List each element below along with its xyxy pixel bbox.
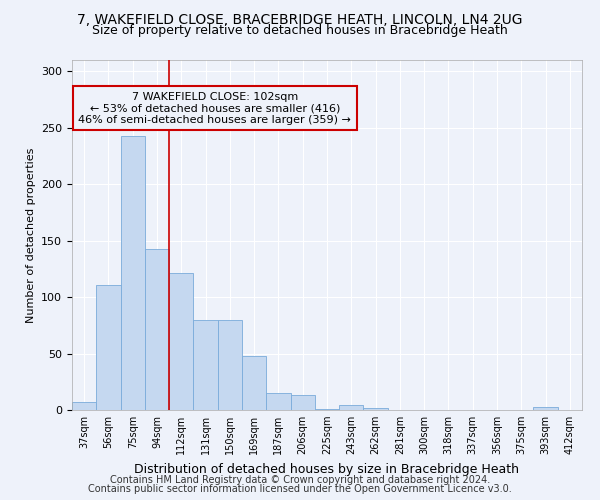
Text: 7 WAKEFIELD CLOSE: 102sqm
← 53% of detached houses are smaller (416)
46% of semi: 7 WAKEFIELD CLOSE: 102sqm ← 53% of detac…	[79, 92, 351, 124]
Bar	[290, 396, 315, 410]
X-axis label: Distribution of detached houses by size in Bracebridge Heath: Distribution of detached houses by size …	[134, 462, 520, 475]
Bar	[266, 393, 290, 410]
Bar	[169, 274, 193, 410]
Text: 7, WAKEFIELD CLOSE, BRACEBRIDGE HEATH, LINCOLN, LN4 2UG: 7, WAKEFIELD CLOSE, BRACEBRIDGE HEATH, L…	[77, 12, 523, 26]
Bar	[218, 320, 242, 410]
Bar	[339, 406, 364, 410]
Bar	[193, 320, 218, 410]
Text: Contains HM Land Registry data © Crown copyright and database right 2024.: Contains HM Land Registry data © Crown c…	[110, 475, 490, 485]
Bar	[121, 136, 145, 410]
Bar	[145, 248, 169, 410]
Bar	[315, 409, 339, 410]
Y-axis label: Number of detached properties: Number of detached properties	[26, 148, 35, 322]
Bar	[533, 406, 558, 410]
Bar	[72, 402, 96, 410]
Bar	[96, 284, 121, 410]
Bar	[242, 356, 266, 410]
Text: Contains public sector information licensed under the Open Government Licence v3: Contains public sector information licen…	[88, 484, 512, 494]
Text: Size of property relative to detached houses in Bracebridge Heath: Size of property relative to detached ho…	[92, 24, 508, 37]
Bar	[364, 408, 388, 410]
